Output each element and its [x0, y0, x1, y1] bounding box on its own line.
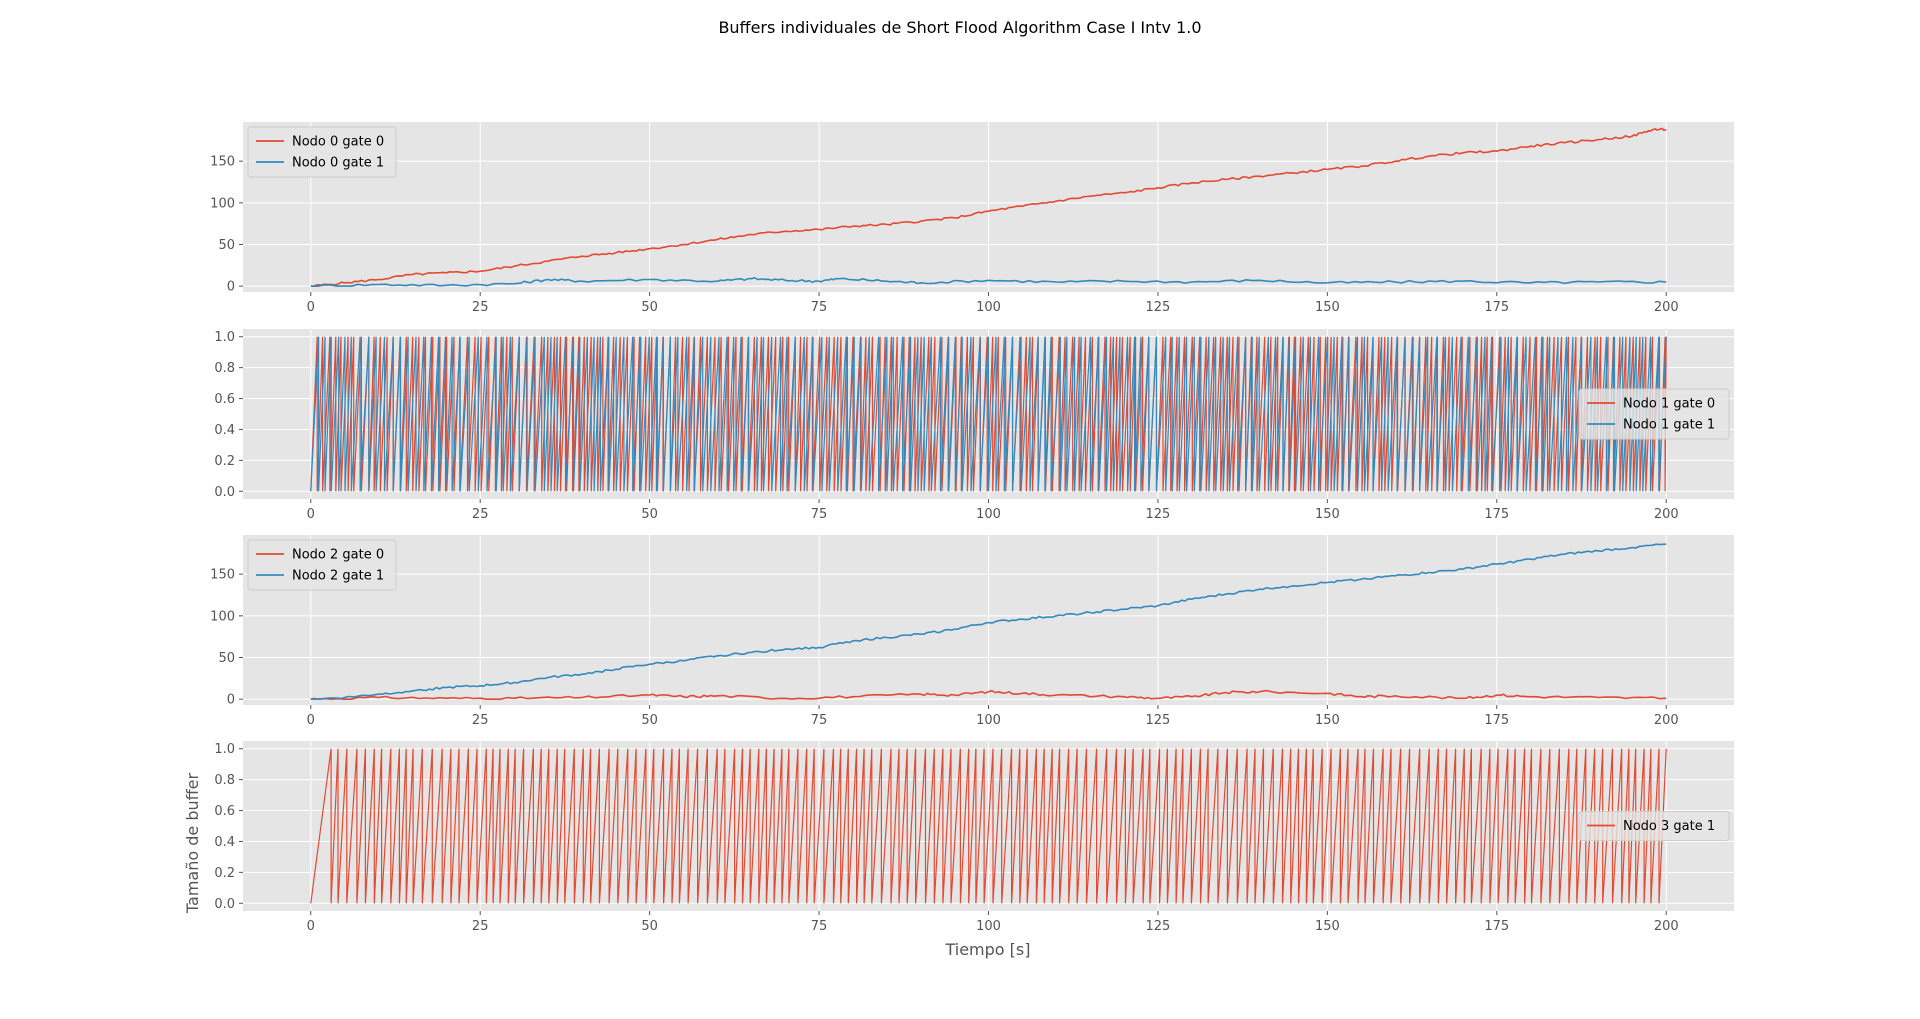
- x-tick-label: 175: [1484, 507, 1509, 522]
- legend-box: [247, 126, 397, 178]
- figure-title: Buffers individuales de Short Flood Algo…: [718, 18, 1201, 37]
- x-tick-label: 175: [1484, 300, 1509, 315]
- subplot-1: 0 25 50 75 100 125 150 175 200 0 50 100 150 Nodo 0 ga…: [210, 122, 1734, 315]
- y-tick-label: 0.8: [214, 361, 235, 376]
- y-tick-label: 50: [218, 651, 235, 666]
- y-tick-label: 1.0: [214, 742, 235, 757]
- y-tick-label: 0.2: [214, 866, 235, 881]
- x-tick-label: 0: [307, 713, 315, 728]
- x-tick-label: 100: [976, 713, 1001, 728]
- series-line-nodo-0-gate-1: [310, 277, 1667, 287]
- legend-label: Nodo 2 gate 0: [292, 548, 384, 563]
- x-tick-label: 50: [641, 507, 658, 522]
- x-tick-label: 75: [811, 300, 828, 315]
- subplot-4: 0 25 50 75 100 125 150 175 200 0.0 0.2 0.4 0.6 0.8 1.0…: [214, 741, 1734, 934]
- y-tick-label: 0.0: [214, 897, 235, 912]
- x-tick-label: 25: [472, 300, 489, 315]
- x-tick-label: 150: [1315, 713, 1340, 728]
- y-tick-label: 0: [227, 693, 235, 708]
- legend-label: Nodo 1 gate 1: [1623, 418, 1715, 433]
- y-tick-label: 150: [210, 155, 235, 170]
- x-tick-label: 125: [1146, 919, 1171, 934]
- series-line-nodo-0-gate-0: [310, 127, 1667, 287]
- y-tick-label: 100: [210, 609, 235, 624]
- x-tick-label: 125: [1146, 300, 1171, 315]
- subplot-3: 0 25 50 75 100 125 150 175 200 0 50 100 150 Nodo 2 ga…: [210, 535, 1734, 728]
- x-tick-label: 200: [1654, 300, 1679, 315]
- x-tick-label: 25: [472, 713, 489, 728]
- x-tick-label: 100: [976, 507, 1001, 522]
- legend-box: [1578, 811, 1730, 841]
- x-tick-label: 150: [1315, 300, 1340, 315]
- x-tick-label: 25: [472, 507, 489, 522]
- legend-label: Nodo 0 gate 1: [292, 156, 384, 171]
- y-tick-label: 0: [227, 280, 235, 295]
- legend-label: Nodo 1 gate 0: [1623, 397, 1715, 412]
- x-tick-label: 125: [1146, 713, 1171, 728]
- legend-label: Nodo 3 gate 1: [1623, 819, 1715, 834]
- legend-box: [1578, 388, 1730, 440]
- legend: Nodo 1 gate 0 Nodo 1 gate 1: [1578, 388, 1730, 440]
- series-line-nodo-3-gate-1: [310, 748, 1667, 904]
- x-tick-label: 0: [307, 919, 315, 934]
- x-tick-label: 50: [641, 919, 658, 934]
- x-axis-label: Tiempo [s]: [944, 940, 1030, 959]
- y-tick-label: 150: [210, 568, 235, 583]
- x-tick-label: 175: [1484, 713, 1509, 728]
- y-tick-label: 0.0: [214, 485, 235, 500]
- series-line-nodo-2-gate-0: [310, 689, 1667, 700]
- x-tick-label: 150: [1315, 507, 1340, 522]
- x-tick-label: 100: [976, 919, 1001, 934]
- x-tick-label: 75: [811, 507, 828, 522]
- x-tick-label: 200: [1654, 713, 1679, 728]
- x-tick-label: 50: [641, 300, 658, 315]
- subplots: 0 25 50 75 100 125 150 175 200 0 50 100 150 Nodo 0 ga…: [210, 122, 1734, 934]
- x-tick-label: 125: [1146, 507, 1171, 522]
- legend: Nodo 2 gate 0 Nodo 2 gate 1: [247, 539, 397, 591]
- y-tick-label: 0.4: [214, 423, 235, 438]
- y-tick-label: 0.4: [214, 835, 235, 850]
- y-axis-label: Tamaño de buffer: [183, 773, 202, 915]
- legend: Nodo 0 gate 0 Nodo 0 gate 1: [247, 126, 397, 178]
- x-tick-label: 0: [307, 507, 315, 522]
- legend-label: Nodo 2 gate 1: [292, 569, 384, 584]
- y-tick-label: 0.6: [214, 392, 235, 407]
- x-tick-label: 75: [811, 919, 828, 934]
- y-tick-label: 0.8: [214, 773, 235, 788]
- subplot-2: 0 25 50 75 100 125 150 175 200 0.0 0.2 0.4 0.6 0.8 1.0…: [214, 329, 1734, 522]
- series-line-nodo-2-gate-1: [310, 543, 1667, 700]
- x-tick-label: 200: [1654, 507, 1679, 522]
- y-tick-label: 1.0: [214, 330, 235, 345]
- legend-box: [247, 539, 397, 591]
- x-tick-label: 50: [641, 713, 658, 728]
- series-line-nodo-1-gate-1: [310, 336, 1667, 492]
- x-tick-label: 25: [472, 919, 489, 934]
- y-tick-label: 0.6: [214, 804, 235, 819]
- legend-label: Nodo 0 gate 0: [292, 135, 384, 150]
- legend: Nodo 3 gate 1: [1578, 811, 1730, 841]
- x-tick-label: 100: [976, 300, 1001, 315]
- y-tick-label: 100: [210, 196, 235, 211]
- x-tick-label: 200: [1654, 919, 1679, 934]
- x-tick-label: 150: [1315, 919, 1340, 934]
- x-tick-label: 0: [307, 300, 315, 315]
- x-tick-label: 75: [811, 713, 828, 728]
- y-tick-label: 0.2: [214, 454, 235, 469]
- x-tick-label: 175: [1484, 919, 1509, 934]
- y-tick-label: 50: [218, 238, 235, 253]
